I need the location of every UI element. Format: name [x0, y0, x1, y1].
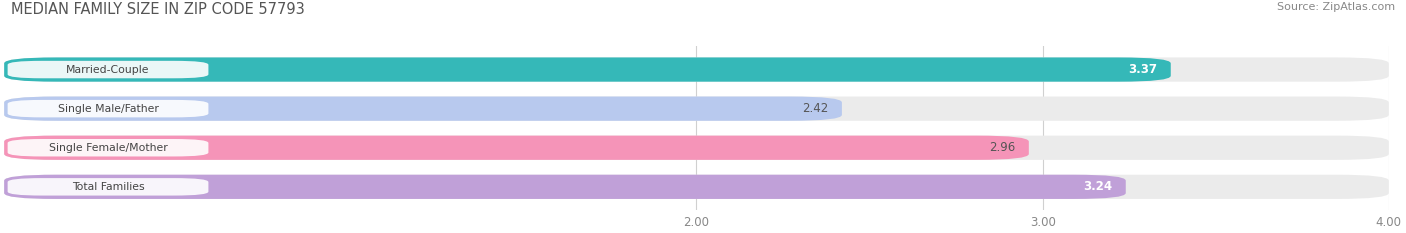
FancyBboxPatch shape — [4, 58, 1389, 82]
FancyBboxPatch shape — [4, 96, 842, 121]
Text: Married-Couple: Married-Couple — [66, 65, 150, 75]
FancyBboxPatch shape — [7, 61, 208, 78]
Text: 3.37: 3.37 — [1128, 63, 1157, 76]
FancyBboxPatch shape — [4, 136, 1389, 160]
FancyBboxPatch shape — [7, 139, 208, 157]
FancyBboxPatch shape — [4, 96, 1389, 121]
FancyBboxPatch shape — [7, 178, 208, 195]
Text: 2.96: 2.96 — [988, 141, 1015, 154]
Text: Source: ZipAtlas.com: Source: ZipAtlas.com — [1277, 2, 1395, 12]
FancyBboxPatch shape — [4, 175, 1126, 199]
Text: Single Male/Father: Single Male/Father — [58, 104, 159, 114]
Text: 3.24: 3.24 — [1083, 180, 1112, 193]
FancyBboxPatch shape — [4, 175, 1389, 199]
FancyBboxPatch shape — [7, 100, 208, 117]
Text: Total Families: Total Families — [72, 182, 145, 192]
Text: Single Female/Mother: Single Female/Mother — [49, 143, 167, 153]
Text: MEDIAN FAMILY SIZE IN ZIP CODE 57793: MEDIAN FAMILY SIZE IN ZIP CODE 57793 — [11, 2, 305, 17]
FancyBboxPatch shape — [4, 58, 1171, 82]
FancyBboxPatch shape — [4, 136, 1029, 160]
Text: 2.42: 2.42 — [801, 102, 828, 115]
